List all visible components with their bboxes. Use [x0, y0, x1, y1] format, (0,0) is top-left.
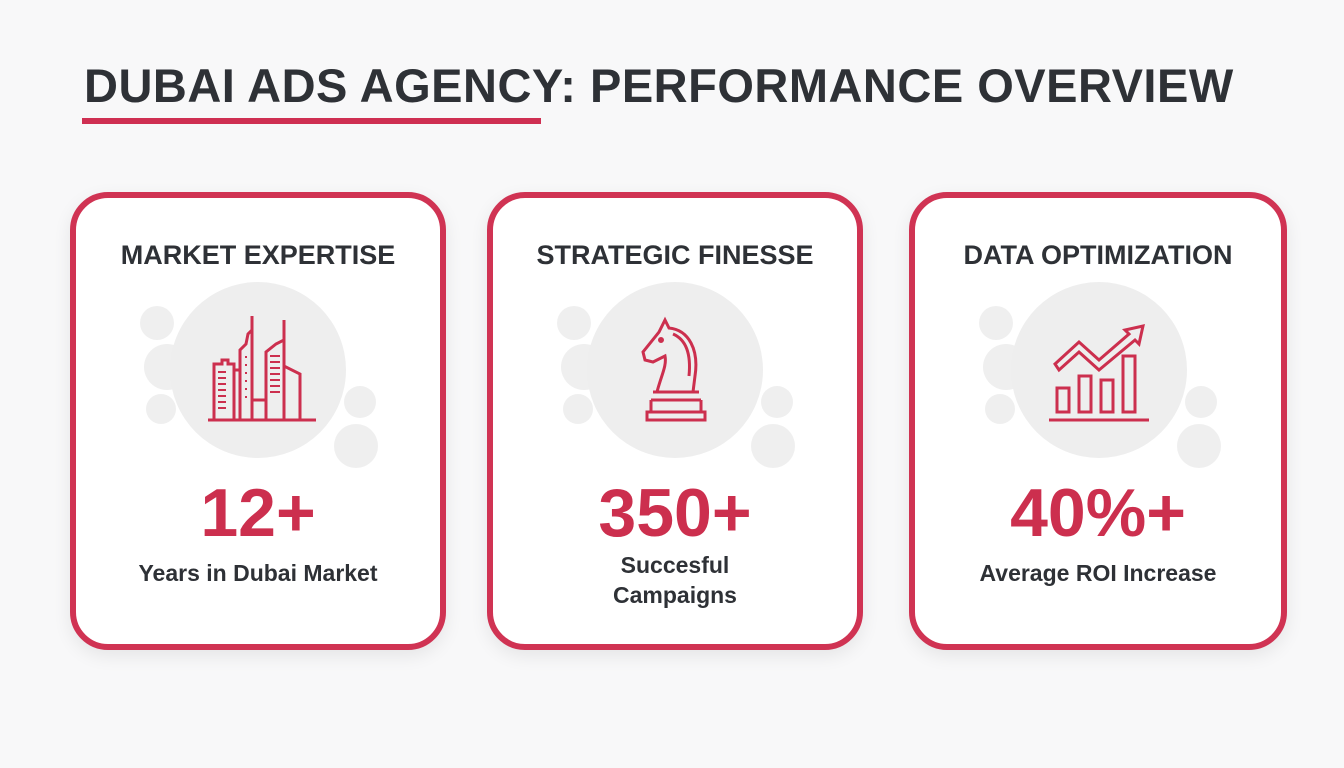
decor-bubble — [751, 424, 795, 468]
decor-bubble — [140, 306, 174, 340]
card-market-expertise: MARKET EXPERTISE 12+ Years in Dubai Mark… — [70, 192, 446, 650]
decor-bubble — [344, 386, 376, 418]
stat-value: 40%+ — [1010, 475, 1186, 551]
decor-bubble — [979, 306, 1013, 340]
decor-bubble — [334, 424, 378, 468]
decor-bubble — [563, 394, 593, 424]
decor-bubble — [985, 394, 1015, 424]
stat-label: Average ROI Increase — [979, 560, 1217, 586]
decor-bubble — [146, 394, 176, 424]
card-data-optimization: DATA OPTIMIZATION 40%+ Average ROI Incre… — [909, 192, 1287, 650]
stat-value: 350+ — [598, 475, 752, 551]
card-title: MARKET EXPERTISE — [120, 240, 396, 270]
stat-value: 12+ — [200, 475, 316, 551]
stat-label: Years in Dubai Market — [138, 560, 378, 586]
city-skyline-icon — [208, 316, 316, 422]
bar-chart-growth-icon — [1049, 324, 1149, 422]
icon-circle — [587, 282, 763, 458]
decor-bubble — [761, 386, 793, 418]
card-title: DATA OPTIMIZATION — [963, 240, 1233, 270]
card-title: STRATEGIC FINESSE — [536, 240, 814, 270]
card-strategic-finesse: STRATEGIC FINESSE 350+ Succesful Campaig… — [487, 192, 863, 650]
stat-label: Succesful Campaigns — [613, 552, 737, 608]
page-title: DUBAI ADS AGENCY: PERFORMANCE OVERVIEW — [84, 59, 1234, 112]
decor-bubble — [557, 306, 591, 340]
decor-bubble — [1185, 386, 1217, 418]
icon-circle — [170, 282, 346, 458]
decor-bubble — [1177, 424, 1221, 468]
title-underline — [82, 118, 541, 124]
chess-knight-icon — [641, 316, 707, 422]
